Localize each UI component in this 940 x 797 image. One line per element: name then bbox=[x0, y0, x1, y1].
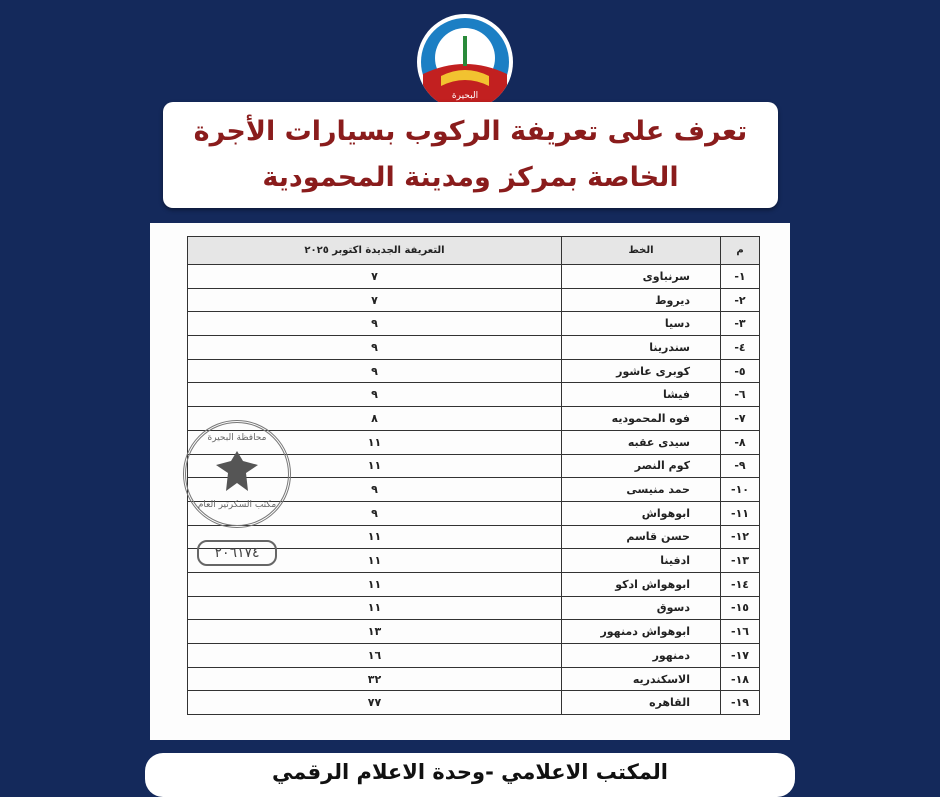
cell-route: فوه المحموديه bbox=[561, 406, 721, 431]
document-sheet: م الخط التعريفة الجديدة اكتوبر ٢٠٢٥ -١ سرنب… bbox=[150, 223, 790, 740]
table-row: -١ سرنباوى ٧ bbox=[187, 264, 760, 289]
header-row: م الخط التعريفة الجديدة اكتوبر ٢٠٢٥ bbox=[187, 236, 760, 265]
cell-num: -٤ bbox=[720, 335, 760, 360]
cell-route: دسيا bbox=[561, 311, 721, 337]
cell-num: -٣ bbox=[720, 311, 760, 337]
cell-route: سندرينا bbox=[561, 335, 721, 360]
cell-fare: ١١ bbox=[187, 548, 562, 573]
cell-route: ابوهواش bbox=[561, 500, 721, 526]
cell-route: القاهره bbox=[561, 690, 721, 716]
cell-route: ابوهواش ادكو bbox=[561, 571, 721, 597]
title-box: تعرف على تعريفة الركوب بسيارات الأجرة ال… bbox=[163, 102, 778, 208]
table-row: -١٧ دمنهور ١٦ bbox=[187, 643, 760, 668]
cell-fare: ١١ bbox=[187, 571, 562, 597]
cell-num: -١٥ bbox=[720, 595, 760, 621]
logo-art: البحيرة bbox=[421, 18, 509, 110]
cell-num: -١٠ bbox=[720, 477, 760, 502]
cell-num: -٥ bbox=[720, 358, 760, 384]
footer: المكتب الاعلامي -وحدة الاعلام الرقمي bbox=[145, 753, 795, 797]
cell-route: سيدى عقبه bbox=[561, 429, 721, 455]
table-row: -١٥ دسوق ١١ bbox=[187, 595, 760, 621]
cell-fare: ٩ bbox=[187, 335, 562, 360]
stamp-number: ٢٠٦١٧٤ bbox=[197, 540, 277, 566]
cell-route: فيشا bbox=[561, 382, 721, 408]
table-row: -٣ دسيا ٩ bbox=[187, 311, 760, 337]
cell-num: -١٦ bbox=[720, 619, 760, 644]
fare-table: م الخط التعريفة الجديدة اكتوبر ٢٠٢٥ -١ سرنب… bbox=[187, 236, 760, 716]
cell-route: الاسكندريه bbox=[561, 666, 721, 692]
table-row: -٢ ديروط ٧ bbox=[187, 287, 760, 313]
eagle-shape bbox=[216, 451, 258, 491]
logo-label: البحيرة bbox=[452, 91, 478, 101]
cell-fare: ٩ bbox=[187, 358, 562, 384]
cell-route: حسن قاسم bbox=[561, 524, 721, 550]
stamp: محافظة البحيرة مكتب السكرتير العام bbox=[183, 420, 291, 528]
title-line: الخاصة بمركز ومدينة المحمودية bbox=[262, 162, 679, 193]
cell-num: -١٩ bbox=[720, 690, 760, 716]
cell-num: -٦ bbox=[720, 382, 760, 408]
cell-route: دمنهور bbox=[561, 643, 721, 668]
cell-route: كوبرى عاشور bbox=[561, 358, 721, 384]
stamp-eagle bbox=[216, 451, 258, 491]
cell-fare: ١٦ bbox=[187, 643, 562, 668]
table-row: -٧ فوه المحموديه ٨ bbox=[187, 406, 760, 431]
table-row: -١٣ ادفينا ١١ bbox=[187, 548, 760, 573]
stamp-bottom: مكتب السكرتير العام bbox=[197, 500, 277, 510]
column-header: م bbox=[720, 236, 760, 265]
table-row: -٤ سندرينا ٩ bbox=[187, 335, 760, 360]
stamp-top: محافظة البحيرة bbox=[207, 433, 267, 443]
cell-num: -١ bbox=[720, 264, 760, 289]
table-row: -٥ كوبرى عاشور ٩ bbox=[187, 358, 760, 384]
cell-num: -١٧ bbox=[720, 643, 760, 668]
cell-num: -٨ bbox=[720, 429, 760, 455]
cell-num: -١٢ bbox=[720, 524, 760, 550]
table-row: -٦ فيشا ٩ bbox=[187, 382, 760, 408]
cell-fare: ٩ bbox=[187, 311, 562, 337]
cell-route: حمد منيسى bbox=[561, 477, 721, 502]
table-row: -٨ سيدى عقبه ١١ bbox=[187, 429, 760, 455]
cell-num: -١٣ bbox=[720, 548, 760, 573]
cell-num: -٧ bbox=[720, 406, 760, 431]
cell-fare: ٧ bbox=[187, 287, 562, 313]
cell-route: دسوق bbox=[561, 595, 721, 621]
cell-num: -١١ bbox=[720, 500, 760, 526]
column-header: الخط bbox=[561, 236, 721, 265]
cell-num: -١٨ bbox=[720, 666, 760, 692]
cell-fare: ٩ bbox=[187, 382, 562, 408]
cell-fare: ١١ bbox=[187, 524, 562, 550]
table-row: -١٩ القاهره ٧٧ bbox=[187, 690, 760, 716]
cell-route: سرنباوى bbox=[561, 264, 721, 289]
logo: البحيرة bbox=[417, 14, 513, 110]
column-header: التعريفة الجديدة اكتوبر ٢٠٢٥ bbox=[187, 236, 562, 265]
cell-route: ادفينا bbox=[561, 548, 721, 573]
cell-fare: ٧٧ bbox=[187, 690, 562, 716]
cell-num: -٢ bbox=[720, 287, 760, 313]
cell-route: ديروط bbox=[561, 287, 721, 313]
table-row: -١٤ ابوهواش ادكو ١١ bbox=[187, 571, 760, 597]
table-row: -١٦ ابوهواش دمنهور ١٣ bbox=[187, 619, 760, 644]
table-row: -١٢ حسن قاسم ١١ bbox=[187, 524, 760, 550]
title-line: تعرف على تعريفة الركوب بسيارات الأجرة bbox=[193, 116, 748, 147]
cell-num: -١٤ bbox=[720, 571, 760, 597]
cell-fare: ١٣ bbox=[187, 619, 562, 644]
cell-route: كوم النصر bbox=[561, 453, 721, 479]
cell-fare: ٧ bbox=[187, 264, 562, 289]
table-row: -١٨ الاسكندريه ٣٢ bbox=[187, 666, 760, 692]
cell-num: -٩ bbox=[720, 453, 760, 479]
logo-wave bbox=[441, 70, 489, 86]
cell-fare: ٣٢ bbox=[187, 666, 562, 692]
table-body: -١ سرنباوى ٧ -٢ ديروط ٧ -٣ دسيا ٩ -٤ سندرينا ٩ -٥ كوب… bbox=[187, 264, 760, 716]
cell-fare: ١١ bbox=[187, 595, 562, 621]
cell-route: ابوهواش دمنهور bbox=[561, 619, 721, 644]
